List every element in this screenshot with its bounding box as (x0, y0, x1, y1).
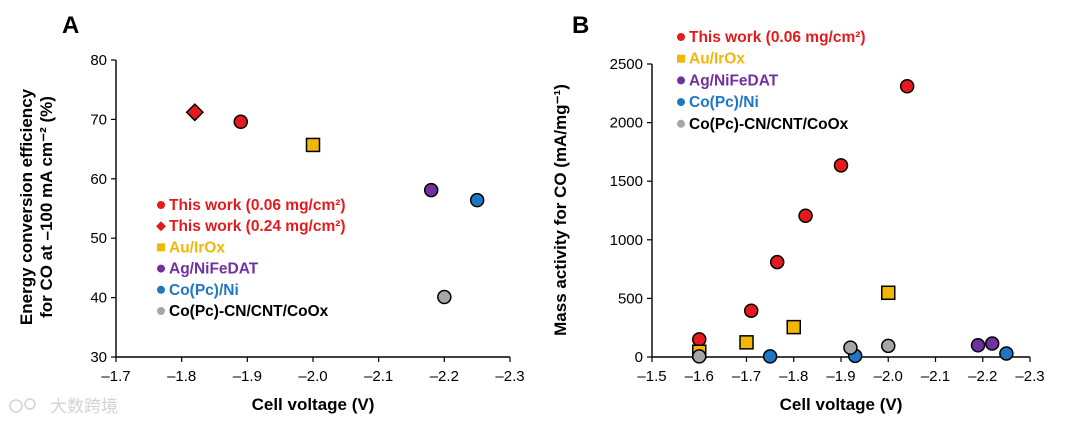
panel-b-point-this-work-0-06-mg-cm (769, 254, 785, 270)
panel-b-x-tick-label: –2.0 (874, 368, 903, 385)
panel-a-x-tick-label: –2.2 (430, 368, 459, 385)
panel-b-x-tick-label: –2.2 (968, 368, 997, 385)
panel-a-ticks: –1.7 –1.8 –1.9 –2.0 –2.1 –2.2 –2.3 30 40 50 60 70 80 (90, 52, 524, 385)
panel-a-x-tick-label: –1.8 (167, 368, 196, 385)
panel-a-y-tick-label: 30 (90, 349, 107, 366)
watermark-text: 大数跨境 (50, 397, 118, 417)
panel-a-legend-label-this-work-0-24-mg-cm: This work (0.24 mg/cm²) (169, 218, 346, 235)
panel-b-x-title: Cell voltage (V) (780, 395, 903, 414)
panel-b-y-tick-label: 500 (618, 290, 643, 307)
panel-b-legend: This work (0.06 mg/cm²) Au/IrOx Ag/NiFeDAT… (677, 29, 866, 133)
panel-a-point-this-work-0-24-mg-cm (185, 103, 204, 122)
panel-a-legend-label-ag-nifedat: Ag/NiFeDAT (169, 261, 259, 278)
panel-b-y-tick-label: 1500 (610, 173, 643, 190)
panel-a-y-title-line2: for CO at –100 mA cm⁻² (%) (37, 96, 56, 318)
panel-b-point-ag-nifedat (970, 338, 986, 353)
panel-b-x-tick-label: –1.8 (779, 368, 808, 385)
panel-b-point-co-pc-cn-cnt-coox (843, 340, 858, 355)
panel-b-point-co-pc-ni (762, 349, 778, 364)
panel-b-point-this-work-0-06-mg-cm (692, 332, 707, 347)
panel-b-ticks: –1.5 –1.6 –1.7 –1.8 –1.9 –2.0 –2.1 –2.2 –2.3 0 500… (610, 56, 1045, 385)
panel-b-x-tick-label: –1.5 (637, 368, 666, 385)
panel-b-point-co-pc-cn-cnt-coox (692, 349, 707, 364)
panel-b-legend-marker-au-irox (677, 54, 685, 63)
panel-b-legend-marker-co-pc-cn-cnt-coox (677, 119, 685, 128)
panel-b-legend-marker-co-pc-ni (677, 98, 685, 107)
panel-b-x-tick-label: –2.3 (1015, 368, 1044, 385)
panel-a-x-tick-label: –1.9 (233, 368, 262, 385)
panel-a-y-tick-label: 60 (90, 171, 107, 188)
panel-b-y-tick-label: 1000 (610, 232, 643, 249)
panel-b-y-tick-label: 2500 (610, 56, 643, 73)
panel-a-legend-marker-co-pc-cn-cnt-coox (157, 307, 165, 315)
panel-b-y-tick-label: 2000 (610, 115, 643, 132)
panel-a-legend-label-co-pc-ni: Co(Pc)/Ni (169, 282, 239, 299)
panel-a-letter: A (62, 12, 79, 39)
panel-a-point-ag-nifedat (423, 182, 439, 198)
panel-b-legend-label-ag-nifedat: Ag/NiFeDAT (689, 72, 779, 89)
panel-b-legend-marker-ag-nifedat (677, 76, 685, 85)
panel-a-legend-label-au-irox: Au/IrOx (169, 239, 225, 256)
panel-b-point-ag-nifedat (984, 336, 1000, 351)
panel-b-point-this-work-0-06-mg-cm (798, 208, 813, 224)
panel-a-legend-marker-ag-nifedat (157, 264, 165, 273)
panel-b-legend-label-co-pc-cn-cnt-coox: Co(Pc)-CN/CNT/CoOx (689, 116, 849, 133)
panel-a-x-title: Cell voltage (V) (252, 395, 375, 414)
watermark-logo-icon-2 (24, 398, 36, 410)
panel-a-y-tick-label: 80 (90, 52, 107, 69)
panel-a-point-co-pc-ni (469, 192, 485, 208)
panel-a-y-title-line1: Energy conversion efficiency (17, 88, 36, 325)
panel-b-legend-label-this-work-0-06-mg-cm: This work (0.06 mg/cm²) (689, 29, 866, 46)
panel-a-point-this-work-0-06-mg-cm (233, 114, 249, 130)
panel-b-point-this-work-0-06-mg-cm (899, 79, 915, 94)
panel-b-point-au-irox (786, 319, 801, 335)
panel-a-legend-marker-co-pc-ni (157, 285, 165, 294)
panel-a-y-tick-label: 50 (90, 230, 107, 247)
panel-a-legend-marker-this-work-0-24-mg-cm (156, 221, 166, 232)
panel-b-point-co-pc-cn-cnt-coox (881, 338, 896, 354)
panel-b-point-au-irox (739, 335, 754, 350)
panel-a-point-au-irox (305, 137, 321, 153)
panel-a-x-tick-label: –1.7 (101, 368, 130, 385)
panel-b-point-au-irox (881, 285, 896, 301)
panel-b-x-tick-label: –2.1 (921, 368, 950, 385)
panel-b-point-this-work-0-06-mg-cm (833, 158, 849, 173)
panel-a-x-tick-label: –2.0 (298, 368, 327, 385)
panel-b-point-this-work-0-06-mg-cm (743, 303, 759, 318)
panel-a-legend-marker-this-work-0-06-mg-cm (157, 201, 165, 209)
panel-b-legend-label-co-pc-ni: Co(Pc)/Ni (689, 94, 759, 111)
panel-a-legend-label-this-work-0-06-mg-cm: This work (0.06 mg/cm²) (169, 197, 346, 214)
panel-b-x-tick-label: –1.7 (732, 368, 761, 385)
panel-b-x-tick-label: –1.9 (826, 368, 855, 385)
watermark-logo-icon (9, 399, 23, 413)
panel-b-letter: B (572, 12, 589, 39)
panel-a-y-tick-label: 70 (90, 111, 107, 128)
panel-a-marks (185, 103, 485, 305)
panel-b-x-tick-label: –1.6 (685, 368, 714, 385)
panel-a-point-co-pc-cn-cnt-coox (437, 289, 452, 305)
panel-b: B –1.5 –1.6 –1.7 –1.8 –1.9 –2.0 –2.1 –2.2 –2.3 0 5… (551, 12, 1045, 414)
panel-a-legend: This work (0.06 mg/cm²) This work (0.24 m… (156, 197, 346, 320)
panel-a-y-tick-label: 40 (90, 290, 107, 307)
panel-a: A –1.7 –1.8 –1.9 –2.0 –2.1 –2.2 –2.3 30 40 50 60 70… (17, 12, 525, 414)
panel-b-y-title: Mass activity for CO (mA/mg⁻¹) (551, 84, 570, 336)
panel-a-x-tick-label: –2.3 (495, 368, 524, 385)
panel-a-legend-label-co-pc-cn-cnt-coox: Co(Pc)-CN/CNT/CoOx (169, 303, 329, 320)
panel-a-legend-marker-au-irox (157, 243, 165, 252)
panel-b-marks (692, 79, 1014, 364)
panel-b-y-tick-label: 0 (635, 349, 643, 366)
panel-a-x-tick-label: –2.1 (364, 368, 393, 385)
panel-b-point-co-pc-ni (999, 346, 1014, 361)
panel-b-legend-marker-this-work-0-06-mg-cm (677, 33, 685, 41)
watermark: 大数跨境 (9, 397, 118, 417)
panel-b-legend-label-au-irox: Au/IrOx (689, 51, 745, 68)
